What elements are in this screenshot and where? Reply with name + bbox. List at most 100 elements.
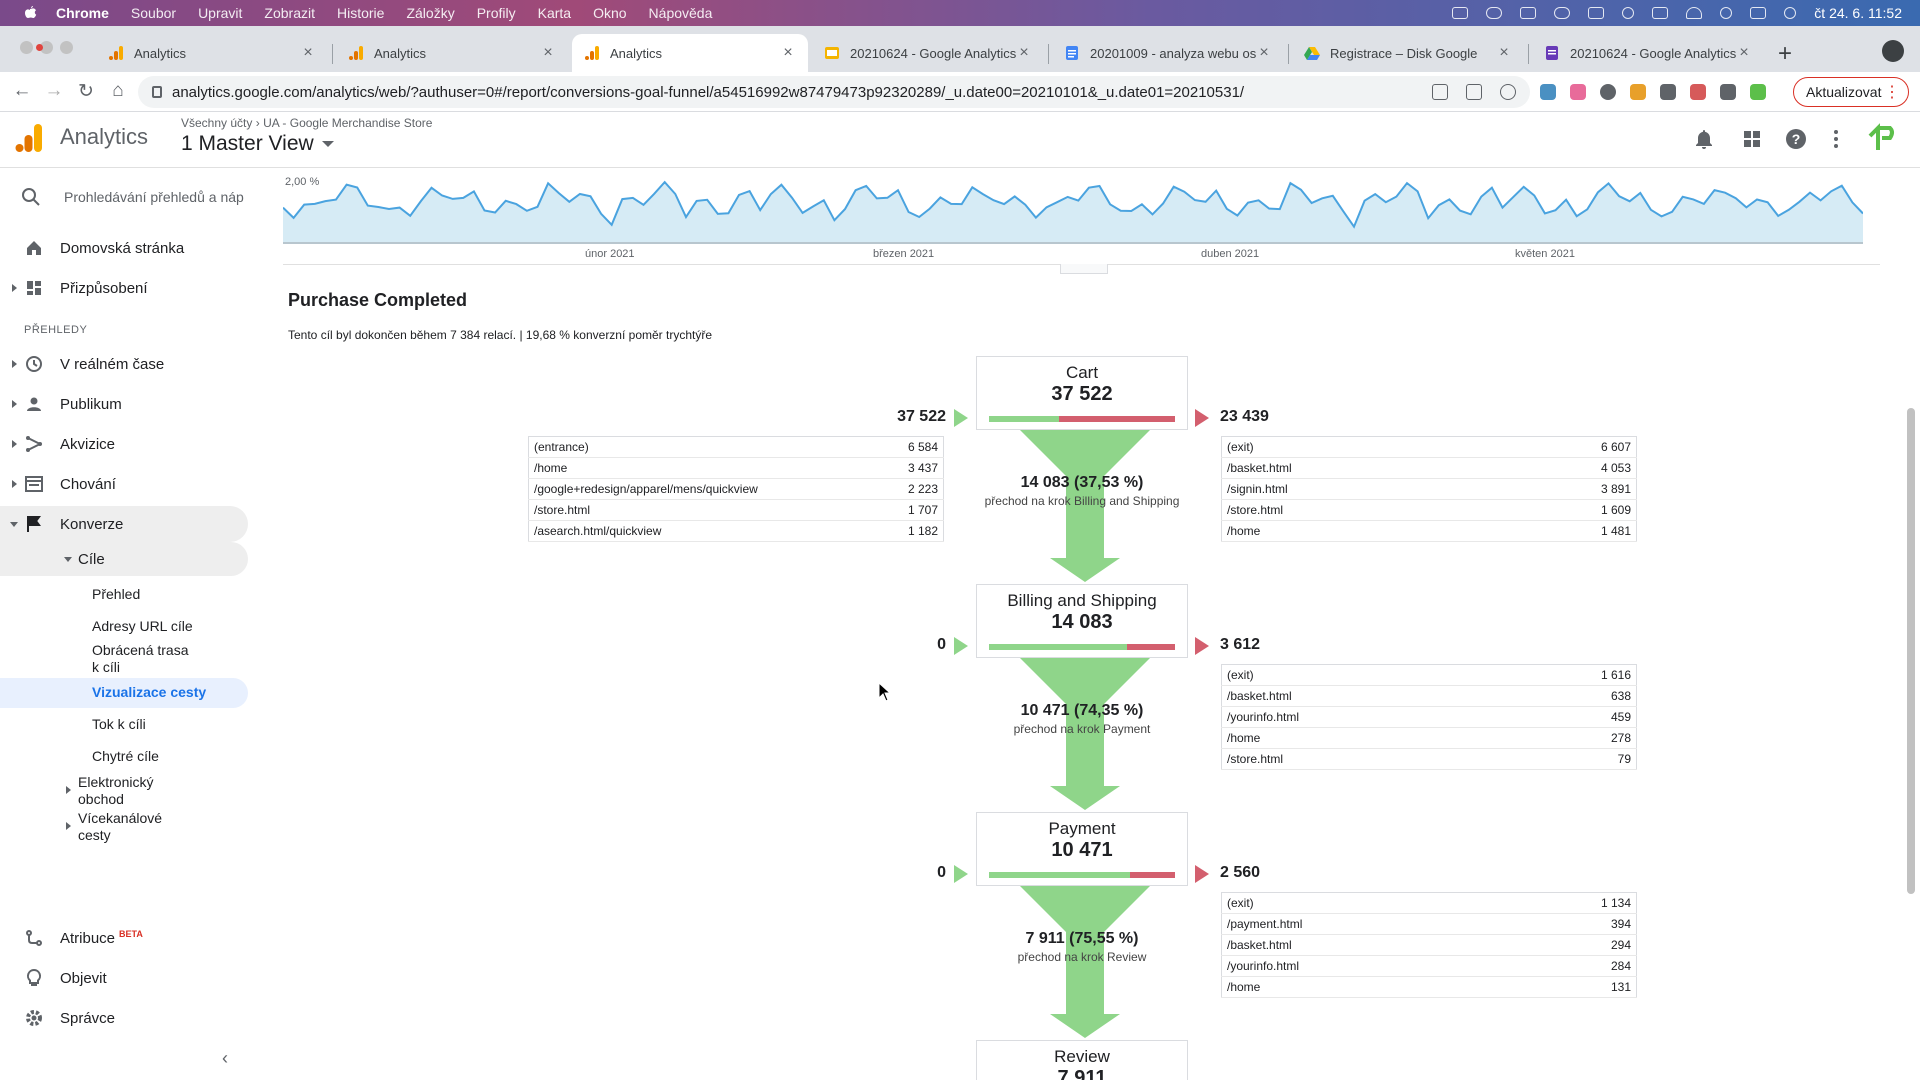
- cast-icon[interactable]: [1432, 84, 1448, 100]
- qr-code-icon[interactable]: [1466, 84, 1482, 100]
- sidebar-item-multichannel[interactable]: Vícekanálové cesty: [78, 810, 162, 844]
- reload-button[interactable]: ↻: [78, 81, 94, 102]
- upload-icon[interactable]: [1554, 7, 1571, 19]
- tab-docs-analysis[interactable]: 20201009 - analyza webu osm ×: [1052, 34, 1284, 72]
- menu-okno[interactable]: Okno: [593, 5, 627, 21]
- sidebar-subitem-funnel-highlight[interactable]: [0, 678, 248, 708]
- puzzle-icon[interactable]: [1720, 84, 1736, 100]
- new-tab-button[interactable]: +: [1778, 40, 1793, 67]
- zoom-window-icon[interactable]: [60, 41, 73, 54]
- tab-close-icon[interactable]: ×: [1019, 44, 1029, 61]
- tab-drive-registration[interactable]: Registrace – Disk Google ×: [1292, 34, 1524, 72]
- view-selector[interactable]: 1 Master View: [181, 132, 334, 156]
- sidebar-search-placeholder[interactable]: Prohledávání přehledů a náp: [64, 189, 244, 205]
- bookmark-star-icon[interactable]: [1500, 84, 1516, 100]
- tab-slides-report[interactable]: 20210624 - Google Analytics - ×: [812, 34, 1044, 72]
- menu-soubor[interactable]: Soubor: [130, 5, 177, 21]
- breadcrumb-root[interactable]: Všechny účty: [181, 116, 253, 130]
- control-center-icon[interactable]: [1750, 7, 1767, 19]
- help-icon[interactable]: ?: [1784, 127, 1808, 151]
- sidebar-item-realtime[interactable]: V reálném čase: [0, 346, 248, 382]
- update-button[interactable]: Aktualizovat ⋮: [1793, 77, 1909, 107]
- collapse-sidebar-icon[interactable]: ‹: [222, 1048, 228, 1068]
- menu-upravit[interactable]: Upravit: [198, 5, 243, 21]
- sidebar-item-admin[interactable]: Správce: [0, 1000, 248, 1036]
- tab-close-icon[interactable]: ×: [1499, 44, 1509, 61]
- forward-button[interactable]: →: [44, 80, 64, 101]
- table-row: /signin.html 3 891: [1221, 478, 1637, 500]
- sidebar-item-ecommerce[interactable]: Elektronický obchod: [78, 774, 153, 808]
- sidebar-item-goals[interactable]: Cíle: [0, 542, 248, 576]
- tab-close-icon[interactable]: ×: [1259, 44, 1269, 61]
- search-icon[interactable]: [1720, 7, 1733, 19]
- sidebar-subitem-goal-flow[interactable]: Tok k cíli: [92, 716, 146, 732]
- sidebar-item-audience[interactable]: Publikum: [0, 386, 248, 422]
- address-bar[interactable]: analytics.google.com/analytics/web/?auth…: [138, 76, 1530, 108]
- tab-forms-report[interactable]: 20210624 - Google Analytics ×: [1532, 34, 1764, 72]
- more-vert-icon[interactable]: [1824, 127, 1848, 151]
- close-window-icon[interactable]: [20, 41, 33, 54]
- menu-historie[interactable]: Historie: [337, 5, 385, 21]
- sidebar-item-customization[interactable]: Přizpůsobení: [0, 270, 248, 306]
- extension-screen-icon[interactable]: [1690, 84, 1706, 100]
- menu-karta[interactable]: Karta: [537, 5, 572, 21]
- chrome-menu-icon[interactable]: ⋮: [1884, 84, 1900, 101]
- menu-napoveda[interactable]: Nápověda: [648, 5, 713, 21]
- analytics-logo-icon[interactable]: [15, 122, 43, 154]
- menu-zalozky[interactable]: Záložky: [406, 5, 455, 21]
- cloud-icon[interactable]: [1486, 7, 1503, 19]
- sidebar-item-attribution[interactable]: Atribuce BETA: [0, 920, 248, 956]
- extension-tool-icon[interactable]: [1660, 84, 1676, 100]
- extension-eyedropper-icon[interactable]: [1540, 84, 1556, 100]
- sidebar-search[interactable]: Prohledávání přehledů a náp: [20, 186, 244, 208]
- siri-icon[interactable]: [1784, 7, 1797, 19]
- grid-icon[interactable]: [1520, 7, 1537, 19]
- sidebar-subitem-goal-urls[interactable]: Adresy URL cíle: [92, 618, 193, 634]
- breadcrumb-property[interactable]: UA - Google Merchandise Store: [263, 116, 433, 130]
- volume-icon[interactable]: [1652, 7, 1669, 19]
- product-name[interactable]: Analytics: [60, 124, 149, 149]
- tab-close-icon[interactable]: ×: [783, 44, 793, 61]
- tab-search-icon[interactable]: [1882, 40, 1904, 62]
- menu-zobrazit[interactable]: Zobrazit: [264, 5, 315, 21]
- bell-icon[interactable]: [1692, 127, 1716, 151]
- menu-app-name[interactable]: Chrome: [56, 5, 109, 21]
- expand-chart-handle[interactable]: [1060, 264, 1108, 274]
- moon-icon[interactable]: [1622, 7, 1635, 19]
- menu-profily[interactable]: Profily: [476, 5, 516, 21]
- sidebar-item-conversions[interactable]: Konverze: [0, 506, 248, 542]
- minimize-window-icon[interactable]: [40, 41, 53, 54]
- keyboard-icon[interactable]: [1588, 7, 1605, 19]
- home-button[interactable]: ⌂: [112, 80, 124, 101]
- sidebar-item-acquisition[interactable]: Akvizice: [0, 426, 248, 462]
- apple-icon[interactable]: [22, 5, 38, 21]
- sidebar-item-discover[interactable]: Objevit: [0, 960, 248, 996]
- tab-analytics-2[interactable]: Analytics ×: [336, 34, 568, 72]
- extension-arrow-icon[interactable]: [1570, 84, 1586, 100]
- sidebar-subitem-overview[interactable]: Přehled: [92, 586, 141, 602]
- wifi-icon[interactable]: [1686, 7, 1703, 19]
- tab-analytics-active[interactable]: Analytics ×: [572, 34, 808, 72]
- address-url[interactable]: analytics.google.com/analytics/web/?auth…: [172, 83, 1245, 101]
- tab-analytics-1[interactable]: Analytics ×: [96, 34, 328, 72]
- apps-grid-icon[interactable]: [1740, 127, 1764, 151]
- profile-extension-icon[interactable]: [1750, 84, 1766, 100]
- avatar[interactable]: [1864, 122, 1898, 156]
- extension-badge-icon[interactable]: [1630, 84, 1646, 100]
- sidebar-subitem-funnel-visualization[interactable]: Vizualizace cesty: [92, 684, 207, 700]
- tab-close-icon[interactable]: ×: [543, 44, 553, 61]
- sidebar-item-behavior[interactable]: Chování: [0, 466, 248, 502]
- menubar-clock[interactable]: čt 24. 6. 11:52: [1814, 5, 1902, 21]
- tab-close-icon[interactable]: ×: [303, 44, 313, 61]
- page-scrollbar[interactable]: [1906, 168, 1916, 1080]
- back-button[interactable]: ←: [12, 80, 32, 101]
- sidebar-subitem-smart-goals[interactable]: Chytré cíle: [92, 748, 159, 764]
- extension-shield-icon[interactable]: [1600, 84, 1616, 100]
- tray-icon[interactable]: [1452, 7, 1469, 19]
- tab-close-icon[interactable]: ×: [1739, 44, 1749, 61]
- breadcrumb[interactable]: Všechny účty › UA - Google Merchandise S…: [181, 116, 432, 130]
- sidebar-subitem-reverse-path[interactable]: Obrácená trasa k cíli: [92, 642, 189, 676]
- sidebar-item-home[interactable]: Domovská stránka: [0, 230, 248, 266]
- scrollbar-thumb[interactable]: [1907, 408, 1915, 894]
- lock-icon[interactable]: [152, 86, 162, 98]
